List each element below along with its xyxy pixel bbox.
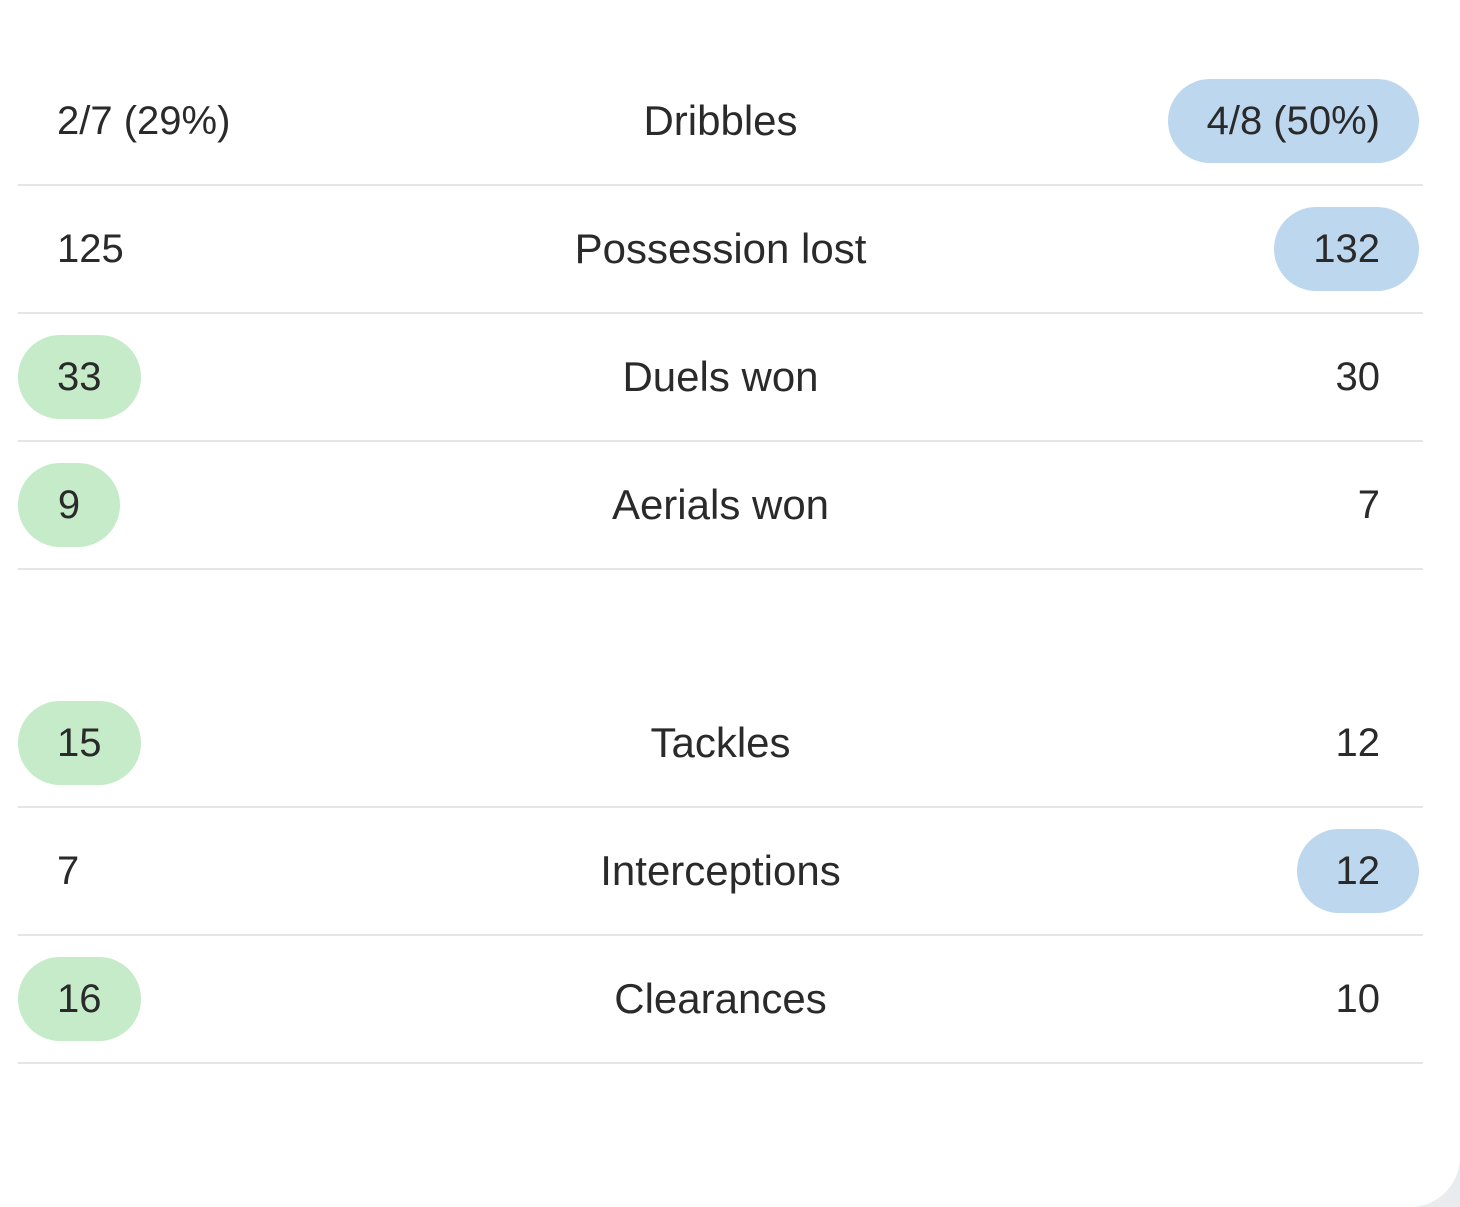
away-value: 12: [1335, 721, 1381, 765]
away-value: 7: [1357, 483, 1380, 527]
stat-row-tackles: 15 Tackles 12: [18, 680, 1423, 808]
away-value-highlight: 12: [1296, 829, 1419, 913]
stat-label: Possession lost: [574, 225, 867, 272]
stats-group-defending: 15 Tackles 12 7 Interceptions 12 16 Clea…: [18, 680, 1423, 1064]
home-value-highlight: 9: [18, 463, 120, 547]
stat-label: Aerials won: [611, 481, 830, 528]
stat-row-dribbles: 2/7 (29%) Dribbles 4/8 (50%): [18, 58, 1423, 186]
stat-label: Duels won: [622, 353, 819, 400]
stat-row-possession-lost: 125 Possession lost 132: [18, 186, 1423, 314]
stat-row-interceptions: 7 Interceptions 12: [18, 808, 1423, 936]
away-value-highlight: 132: [1274, 207, 1419, 291]
home-value: 7: [57, 849, 80, 893]
stat-row-duels-won: 33 Duels won 30: [18, 314, 1423, 442]
away-value-highlight: 4/8 (50%): [1167, 79, 1419, 163]
stat-label: Tackles: [650, 719, 791, 766]
home-value: 2/7 (29%): [57, 99, 231, 143]
stat-row-clearances: 16 Clearances 10: [18, 936, 1423, 1064]
stat-label: Clearances: [614, 975, 827, 1022]
stat-label: Dribbles: [643, 97, 798, 144]
home-value-highlight: 33: [18, 335, 141, 419]
home-value: 125: [57, 227, 124, 271]
away-value: 30: [1335, 355, 1381, 399]
home-value-highlight: 16: [18, 957, 141, 1041]
away-value: 10: [1335, 977, 1381, 1021]
stats-group-duels: 2/7 (29%) Dribbles 4/8 (50%) 125 Possess…: [18, 58, 1423, 570]
home-value-highlight: 15: [18, 701, 141, 785]
stat-row-aerials-won: 9 Aerials won 7: [18, 442, 1423, 570]
stat-label: Interceptions: [600, 847, 841, 894]
